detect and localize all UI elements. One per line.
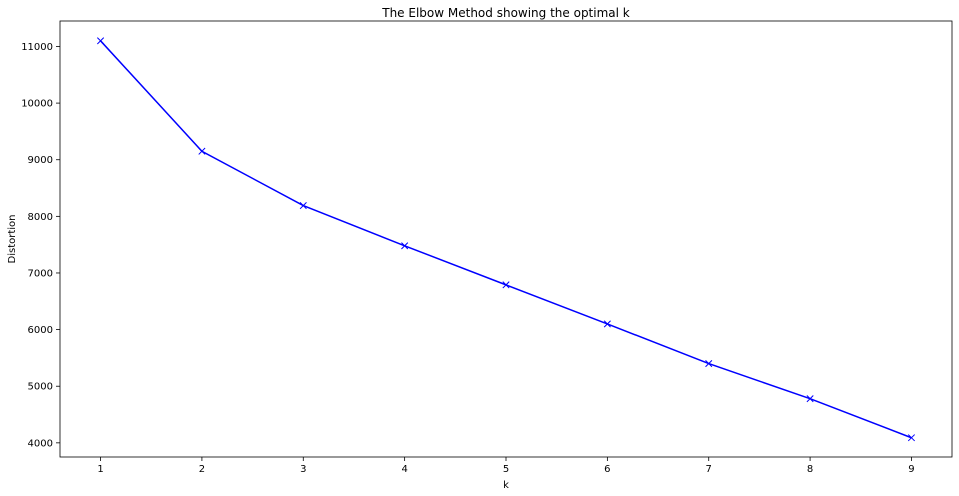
x-tick-label: 1	[97, 464, 103, 475]
x-tick-label: 4	[401, 464, 407, 475]
x-tick-label: 3	[300, 464, 306, 475]
data-point-marker	[96, 37, 105, 45]
x-tick-label: 8	[807, 464, 813, 475]
y-tick-label: 9000	[28, 155, 53, 166]
y-tick-label: 6000	[28, 325, 53, 336]
data-point-marker	[603, 320, 611, 328]
y-tick-label: 10000	[21, 99, 53, 110]
data-point-marker	[401, 242, 409, 250]
plot-area	[59, 20, 953, 458]
data-point-marker	[907, 434, 916, 442]
x-axis-label: k	[503, 480, 509, 491]
data-point-marker	[502, 281, 510, 289]
x-tick-label: 6	[604, 464, 610, 475]
x-tick-label: 5	[503, 464, 509, 475]
y-tick-label: 8000	[28, 212, 53, 223]
series-layer	[96, 37, 916, 442]
chart-title: The Elbow Method showing the optimal k	[381, 6, 630, 20]
y-tick-label: 5000	[28, 382, 53, 393]
y-tick-label: 4000	[28, 438, 53, 449]
data-point-marker	[705, 360, 713, 368]
y-tick-label: 7000	[28, 268, 53, 279]
x-tick-label: 7	[706, 464, 712, 475]
data-point-marker	[806, 395, 814, 403]
y-tick-label: 11000	[21, 42, 53, 53]
data-point-marker	[299, 202, 307, 210]
y-axis-label: Distortion	[7, 215, 18, 264]
y-axis-ticks: 4000 5000 6000 7000 8000 9000 10000 11000	[21, 42, 60, 449]
x-axis-ticks: 1 2 3 4 5 6 7 8 9	[97, 457, 915, 475]
data-point-marker	[198, 147, 206, 155]
x-tick-label: 2	[199, 464, 205, 475]
x-tick-label: 9	[908, 464, 914, 475]
